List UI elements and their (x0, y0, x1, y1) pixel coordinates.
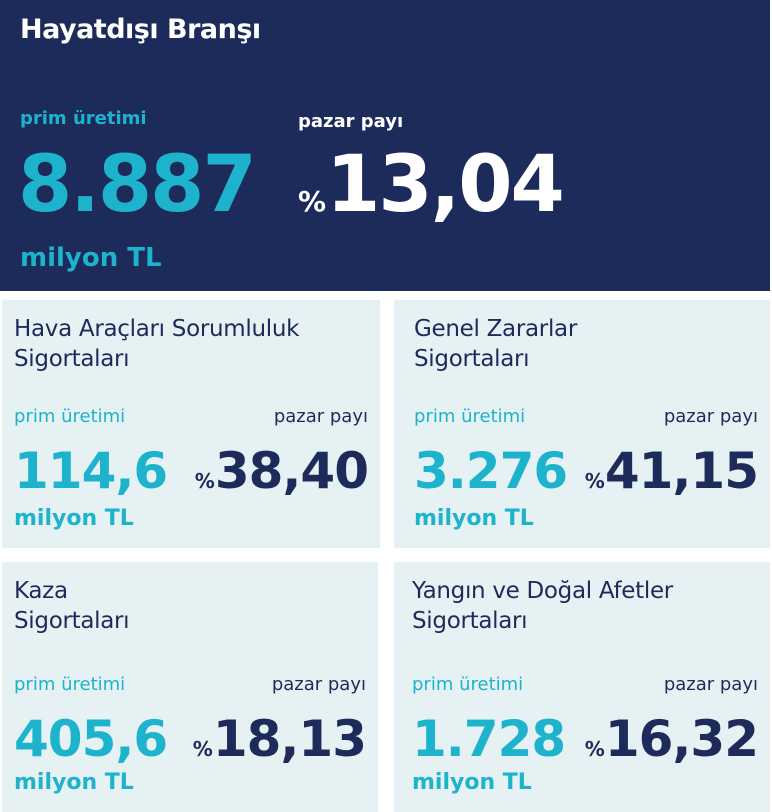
hero-title: Hayatdışı Branşı (20, 14, 261, 45)
percent-sign: % (298, 185, 327, 218)
card-prim-unit: milyon TL (14, 506, 134, 531)
percent-sign: % (192, 737, 213, 761)
card-pazar-label: pazar payı (663, 674, 758, 695)
percent-sign: % (584, 469, 605, 493)
card-title-line1: Yangın ve Doğal Afetler (412, 578, 673, 604)
card-pazar-number: 41,15 (604, 442, 759, 500)
hero-prim-label: prim üretimi (20, 108, 147, 129)
card-pazar-value: %38,40 (194, 446, 369, 496)
card-prim-unit: milyon TL (412, 770, 532, 795)
card-prim-value: 1.728 (412, 710, 566, 768)
card-title-line1: Hava Araçları Sorumluluk (14, 316, 300, 342)
card-title-line1: Kaza (14, 578, 68, 604)
card-title: Kaza Sigortaları (14, 576, 130, 636)
card-prim-label: prim üretimi (14, 674, 126, 695)
card-pazar-label: pazar payı (271, 674, 366, 695)
card-title: Hava Araçları Sorumluluk Sigortaları (14, 314, 299, 374)
card-pazar-label: pazar payı (273, 406, 368, 427)
card-pazar-value: %41,15 (584, 446, 759, 496)
card-title-line1: Genel Zararlar (414, 316, 577, 342)
card-prim-value: 114,6 (14, 442, 168, 500)
card-prim-label: prim üretimi (414, 406, 526, 427)
card-pazar-value: %16,32 (584, 714, 759, 764)
card-pazar-value: %18,13 (192, 714, 367, 764)
card-title-line2: Sigortaları (14, 608, 130, 634)
card-pazar-number: 16,32 (604, 710, 759, 768)
card-prim-value: 3.276 (414, 442, 568, 500)
card-yangin-dogal-afetler: Yangın ve Doğal Afetler Sigortaları prim… (394, 562, 770, 812)
card-title-line2: Sigortaları (14, 346, 130, 372)
card-hava-araclari: Hava Araçları Sorumluluk Sigortaları pri… (2, 300, 380, 548)
card-title-line2: Sigortaları (412, 608, 528, 634)
hero-prim-value: 8.887 (18, 140, 257, 230)
card-prim-label: prim üretimi (14, 406, 126, 427)
card-prim-label: prim üretimi (412, 674, 524, 695)
card-pazar-number: 38,40 (214, 442, 369, 500)
card-pazar-number: 18,13 (212, 710, 367, 768)
card-title-line2: Sigortaları (414, 346, 530, 372)
hero-panel: Hayatdışı Branşı prim üretimi 8.887 mily… (0, 0, 770, 291)
card-kaza: Kaza Sigortaları prim üretimi pazar payı… (2, 562, 378, 812)
card-title: Yangın ve Doğal Afetler Sigortaları (412, 576, 673, 636)
card-prim-unit: milyon TL (414, 506, 534, 531)
hero-pazar-label: pazar payı (298, 111, 404, 132)
card-title: Genel Zararlar Sigortaları (414, 314, 577, 374)
percent-sign: % (194, 469, 215, 493)
percent-sign: % (584, 737, 605, 761)
hero-pazar-number: 13,04 (326, 140, 565, 230)
card-prim-unit: milyon TL (14, 770, 134, 795)
card-genel-zararlar: Genel Zararlar Sigortaları prim üretimi … (394, 300, 770, 548)
card-prim-value: 405,6 (14, 710, 168, 768)
card-pazar-label: pazar payı (663, 406, 758, 427)
hero-pazar-value: %13,04 (298, 146, 565, 224)
hero-prim-unit: milyon TL (20, 243, 162, 273)
